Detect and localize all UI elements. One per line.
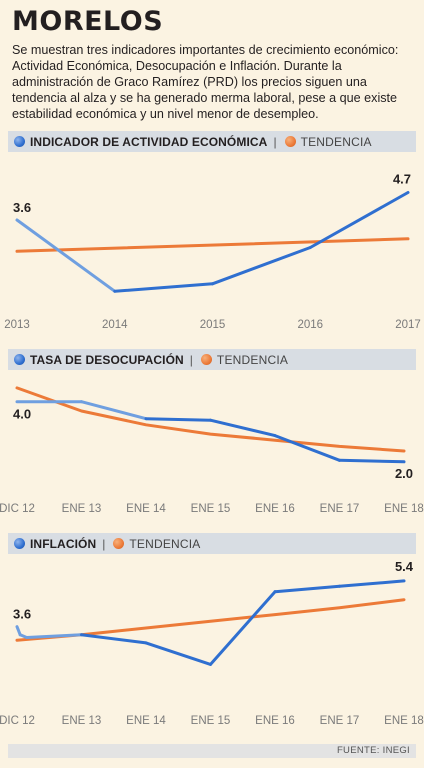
x-tick-label: ENE 15 [191, 503, 231, 515]
separator: | [273, 134, 277, 149]
indicator-line-segment [15, 218, 117, 293]
blue-dot-icon [14, 354, 25, 365]
x-tick-label: ENE 14 [126, 715, 166, 727]
chart-desocupacion: DIC 12 ENE 13 ENE 14 ENE 15 ENE 16 ENE 17 ENE … [0, 386, 424, 515]
trend-legend-label: TENDENCIA [216, 352, 289, 367]
panel-header-actividad: INDICADOR DE ACTIVIDAD ECONÓMICA | TENDE… [8, 131, 416, 152]
x-tick-label: 2013 [4, 319, 30, 331]
x-tick-label: ENE 16 [255, 503, 295, 515]
x-tick-label: 2015 [200, 319, 226, 331]
separator: | [102, 536, 106, 551]
indicator-line-segment [308, 191, 410, 249]
indicator-name: TASA DE DESOCUPACIÓN [30, 352, 184, 367]
indicator-line-segment [80, 400, 148, 421]
x-tick-label: 2017 [395, 319, 421, 331]
trend-legend-label: TENDENCIA [300, 134, 372, 149]
orange-dot-icon [200, 354, 212, 365]
orange-dot-icon [113, 538, 125, 549]
x-tick-label: DIC 12 [0, 503, 35, 515]
indicator-name: INFLACIÓN [30, 536, 97, 551]
panel-header-inflacion: INFLACIÓN | TENDENCIA [8, 533, 416, 554]
indicator-line-segment [144, 641, 212, 666]
blue-dot-icon [14, 136, 25, 147]
panel-header-desocupacion: TASA DE DESOCUPACIÓN | TENDENCIA [8, 349, 416, 370]
indicator-line-segment [80, 633, 148, 645]
data-label: 2.0 [395, 466, 413, 481]
indicator-line-segment [273, 434, 341, 462]
page-title: MORELOS [12, 6, 164, 37]
intro-text: Se muestran tres indicadores importantes… [12, 43, 399, 121]
x-tick-label: ENE 15 [191, 715, 231, 727]
indicator-line-segment [25, 633, 83, 639]
indicator-line-segment [338, 579, 406, 588]
x-tick-label: ENE 13 [62, 503, 102, 515]
x-tick-label: 2016 [297, 319, 323, 331]
x-tick-label: 2014 [102, 319, 128, 331]
trend-legend-label: TENDENCIA [129, 536, 201, 551]
indicator-line-segment [209, 590, 277, 666]
indicator-line-segment [209, 418, 277, 438]
separator: | [189, 352, 193, 367]
x-tick-label: DIC 12 [0, 715, 35, 727]
trend-line [15, 237, 410, 253]
blue-dot-icon [14, 538, 25, 549]
indicator-name: INDICADOR DE ACTIVIDAD ECONÓMICA [30, 134, 268, 149]
x-tick-label: ENE 17 [320, 715, 360, 727]
data-label: 4.0 [13, 407, 31, 422]
x-tick-label: ENE 16 [255, 715, 295, 727]
trend-line [15, 386, 406, 453]
x-tick-label: ENE 17 [320, 503, 360, 515]
indicator-line-segment [113, 282, 214, 293]
indicator-line-segment [211, 246, 312, 286]
x-tick-label: ENE 14 [126, 503, 166, 515]
data-label: 3.6 [13, 200, 31, 215]
indicator-line-segment [144, 417, 212, 422]
chart-actividad-economica: 2013 2014 2015 2016 2017 3.6 4.7 [4, 172, 421, 332]
indicator-line-segment [338, 458, 406, 464]
x-tick-label: ENE 18 [384, 715, 424, 727]
orange-dot-icon [284, 136, 296, 147]
source-note: FUENTE: INEGI [8, 744, 416, 758]
data-label: 3.6 [13, 607, 31, 622]
data-label: 4.7 [393, 172, 411, 187]
indicator-line-segment [273, 584, 341, 594]
chart-inflacion: DIC 12 ENE 13 ENE 14 ENE 15 ENE 16 ENE 17 ENE … [0, 559, 424, 727]
data-label: 5.4 [395, 559, 414, 574]
x-tick-label: ENE 13 [62, 715, 102, 727]
x-tick-label: ENE 18 [384, 503, 424, 515]
